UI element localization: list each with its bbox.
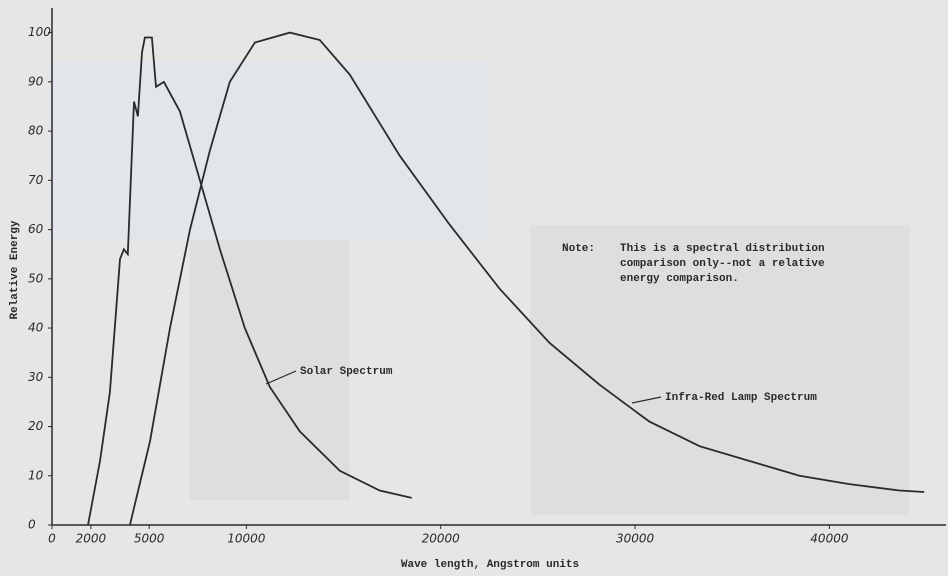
series-label: Solar Spectrum bbox=[300, 366, 393, 378]
y-tick-label: 50 bbox=[28, 271, 44, 285]
x-tick-label: 40000 bbox=[810, 532, 849, 546]
y-tick-label: 10 bbox=[28, 468, 44, 482]
x-tick-label: 20000 bbox=[422, 532, 461, 546]
y-tick-label: 40 bbox=[28, 321, 44, 335]
y-tick-label: 90 bbox=[28, 74, 44, 88]
scan-patch bbox=[50, 60, 490, 240]
series-label: Infra-Red Lamp Spectrum bbox=[665, 392, 817, 404]
y-tick-label: 80 bbox=[28, 124, 44, 138]
x-tick-label: 10000 bbox=[227, 532, 266, 546]
x-axis-label: Wave length, Angstrom units bbox=[401, 559, 579, 571]
x-tick-label: 2000 bbox=[76, 532, 107, 546]
y-tick-label: 30 bbox=[28, 370, 44, 384]
x-tick-label: 30000 bbox=[616, 532, 655, 546]
note-line: This is a spectral distribution bbox=[620, 243, 825, 255]
y-tick-label: 70 bbox=[28, 173, 44, 187]
note-line: energy comparison. bbox=[620, 273, 739, 285]
x-tick-label: 0 bbox=[48, 532, 56, 546]
x-tick-label: 5000 bbox=[134, 532, 165, 546]
y-tick-label: 20 bbox=[28, 419, 44, 433]
y-tick-label: 100 bbox=[28, 25, 51, 39]
y-axis-label: Relative Energy bbox=[9, 220, 21, 319]
chart: Wave length, Angstrom units Relative Ene… bbox=[0, 0, 948, 576]
note-label: Note: bbox=[562, 243, 595, 255]
note-line: comparison only--not a relative bbox=[620, 258, 825, 270]
y-tick-label: 60 bbox=[28, 222, 44, 236]
y-tick-label: 0 bbox=[28, 518, 36, 532]
